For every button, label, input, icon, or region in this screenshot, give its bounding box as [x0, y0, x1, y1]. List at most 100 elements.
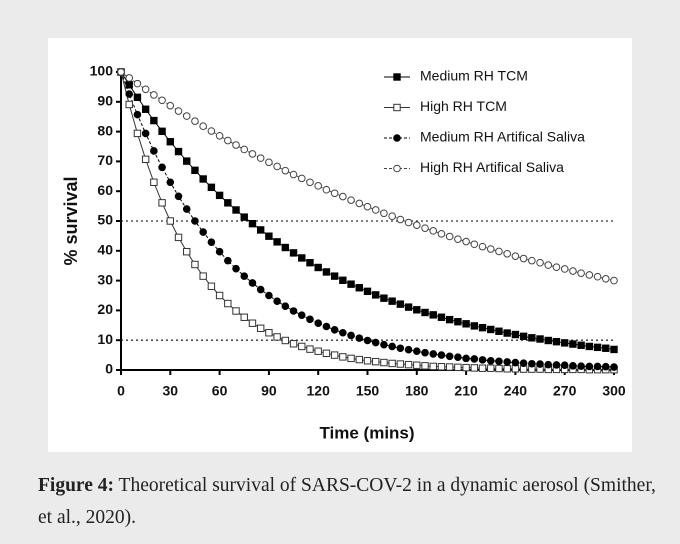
data-point [371, 206, 380, 214]
data-point [322, 185, 331, 194]
data-point [560, 265, 569, 273]
data-point [536, 360, 544, 368]
data-point [593, 362, 602, 371]
data-point [174, 107, 183, 115]
data-point [174, 233, 183, 242]
data-point [150, 147, 158, 155]
data-point [429, 311, 437, 319]
data-point [396, 344, 405, 353]
data-point [183, 157, 191, 165]
x-tick-label: 300 [602, 383, 626, 399]
data-point [487, 325, 495, 334]
data-point [347, 354, 355, 363]
legend-marker [393, 134, 401, 142]
data-point [265, 232, 273, 240]
data-point [158, 163, 166, 172]
data-point [560, 361, 569, 370]
data-point [191, 260, 199, 269]
data-point [125, 74, 134, 82]
data-point [363, 357, 372, 365]
x-tick-label: 30 [163, 383, 179, 399]
data-point [289, 340, 298, 348]
data-point [355, 334, 364, 342]
data-point [306, 315, 314, 324]
data-point [454, 318, 462, 326]
data-point [182, 112, 191, 120]
data-point [363, 202, 372, 211]
legend-marker [393, 103, 401, 112]
data-point [445, 315, 454, 324]
data-point [601, 362, 610, 371]
data-point [495, 357, 503, 366]
data-point [388, 297, 396, 305]
data-point [487, 364, 495, 372]
data-point [478, 356, 487, 364]
data-point [224, 199, 232, 207]
data-point [158, 96, 166, 105]
data-point [215, 191, 224, 200]
data-point [133, 93, 142, 102]
data-point [330, 325, 339, 334]
data-point [322, 349, 331, 358]
data-point [388, 342, 396, 351]
data-point [569, 362, 577, 370]
data-point [511, 330, 520, 339]
data-point [421, 224, 429, 232]
data-point [207, 183, 216, 192]
data-point [577, 341, 585, 349]
data-point [437, 230, 446, 238]
data-point [519, 332, 528, 341]
legend-label: High RH TCM [420, 98, 507, 114]
data-point [445, 363, 454, 371]
data-point [232, 307, 240, 315]
data-point [462, 363, 470, 372]
data-point [306, 259, 314, 267]
data-point [569, 340, 577, 348]
data-point [429, 362, 437, 371]
data-point [265, 329, 273, 337]
data-point [421, 362, 429, 370]
data-point [306, 178, 314, 187]
data-point [330, 272, 339, 280]
data-point [281, 302, 290, 311]
data-point [404, 218, 413, 227]
data-point [503, 358, 511, 366]
data-point [298, 254, 306, 262]
data-point [207, 282, 216, 290]
data-point [281, 243, 290, 252]
y-tick-label: 40 [97, 242, 113, 258]
data-point [355, 355, 363, 364]
data-point [183, 247, 191, 256]
data-point [355, 284, 363, 292]
data-point [437, 313, 446, 321]
data-point [224, 136, 232, 145]
data-point [601, 275, 610, 283]
data-point [256, 285, 265, 294]
data-point [470, 355, 479, 363]
data-point [544, 360, 553, 369]
data-point [454, 353, 462, 361]
data-point [289, 249, 298, 257]
data-point [265, 158, 273, 167]
data-point [289, 170, 298, 179]
data-point [421, 348, 429, 357]
x-tick-label: 270 [553, 383, 577, 399]
data-point [314, 319, 323, 328]
data-point [429, 350, 438, 358]
data-point [232, 264, 240, 273]
data-point [577, 362, 585, 370]
data-point [486, 245, 495, 253]
caption-label: Figure 4: [38, 475, 115, 496]
data-point [240, 313, 248, 321]
data-point [240, 145, 249, 154]
data-point [528, 359, 536, 368]
data-point [224, 256, 232, 265]
data-point [215, 131, 224, 140]
data-point [281, 336, 290, 345]
data-point [125, 100, 133, 109]
data-point [511, 365, 520, 373]
y-tick-label: 90 [97, 93, 113, 109]
data-point [150, 116, 158, 125]
data-point [306, 345, 314, 353]
